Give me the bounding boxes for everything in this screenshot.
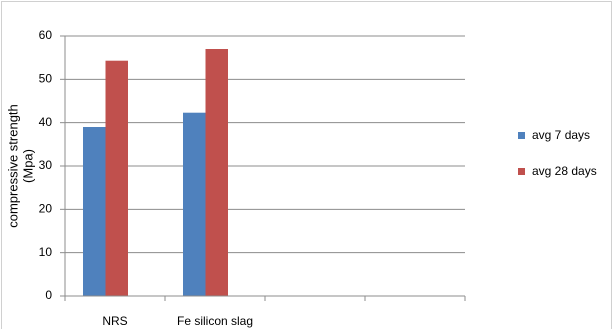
bar xyxy=(83,127,106,296)
legend-label: avg 7 days xyxy=(532,128,590,142)
y-tick-label: 0 xyxy=(45,288,52,302)
legend-swatch xyxy=(518,168,525,175)
y-axis-label: (Mpa) xyxy=(20,149,35,183)
bar xyxy=(105,60,128,297)
y-tick-label: 40 xyxy=(39,115,53,129)
y-tick-label: 30 xyxy=(39,158,53,172)
legend-swatch xyxy=(518,132,525,139)
y-tick-label: 10 xyxy=(39,245,53,259)
x-tick-label: Fe silicon slag xyxy=(177,314,253,328)
legend-label: avg 28 days xyxy=(532,164,597,178)
y-axis-label: compressive strength xyxy=(5,104,20,228)
y-tick-label: 60 xyxy=(39,28,53,42)
bar xyxy=(205,49,228,296)
x-tick-label: NRS xyxy=(102,314,127,328)
y-tick-label: 20 xyxy=(39,202,53,216)
bar xyxy=(183,112,206,296)
y-tick-label: 50 xyxy=(39,72,53,86)
